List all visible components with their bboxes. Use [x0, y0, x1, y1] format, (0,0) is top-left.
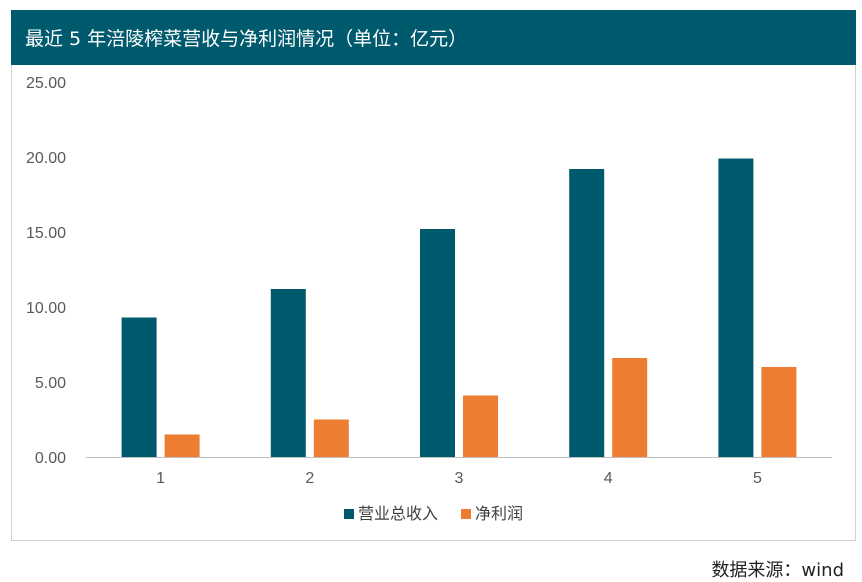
y-axis-ticks: 0.00 5.00 10.00 15.00 20.00 25.00	[26, 75, 66, 467]
bar-net-profit	[463, 395, 498, 457]
x-tick-label: 5	[753, 470, 762, 487]
bar-net-profit	[612, 358, 648, 457]
bar-revenue	[121, 317, 157, 457]
bar-net-profit	[761, 367, 797, 457]
bar-revenue	[420, 229, 455, 457]
y-tick-label: 0.00	[35, 450, 66, 467]
bar-revenue	[718, 158, 754, 457]
bar-revenue	[569, 169, 605, 457]
bar-net-profit	[313, 419, 349, 457]
chart-title: 最近 5 年涪陵榨菜营收与净利润情况（单位：亿元）	[25, 28, 468, 50]
legend-swatch	[461, 509, 471, 519]
y-tick-label: 20.00	[26, 150, 66, 167]
y-tick-label: 10.00	[26, 300, 66, 317]
bar-revenue	[270, 289, 306, 457]
bars	[121, 158, 797, 457]
legend-label: 营业总收入	[358, 504, 438, 523]
y-tick-label: 25.00	[26, 75, 66, 92]
y-tick-label: 5.00	[35, 375, 66, 392]
chart-title-bar: 最近 5 年涪陵榨菜营收与净利润情况（单位：亿元）	[11, 10, 856, 65]
source-note: 数据来源：wind	[711, 560, 844, 581]
x-tick-label: 2	[305, 470, 314, 487]
legend: 营业总收入 净利润	[344, 504, 523, 523]
y-tick-label: 15.00	[26, 225, 66, 242]
x-tick-label: 1	[156, 470, 165, 487]
legend-swatch	[344, 509, 354, 519]
x-tick-label: 4	[604, 470, 613, 487]
bar-net-profit	[164, 434, 200, 457]
x-axis-ticks: 1 2 3 4 5	[156, 470, 762, 487]
legend-label: 净利润	[475, 504, 523, 523]
x-tick-label: 3	[455, 470, 464, 487]
